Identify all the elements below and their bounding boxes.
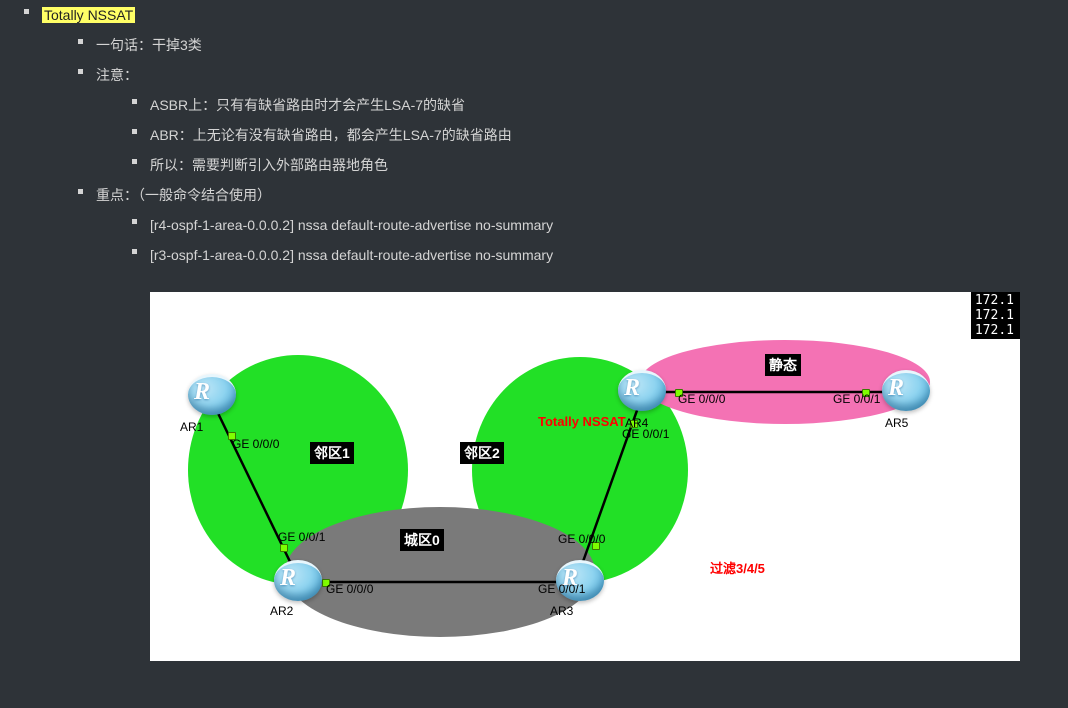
interface-label: GE 0/0/0 <box>678 392 725 406</box>
area-label: 邻区2 <box>460 442 504 464</box>
area-label: 邻区1 <box>310 442 354 464</box>
item-key-header: 重点：（一般命令结合使用） <box>78 180 1068 210</box>
router-ar2: R <box>274 560 322 601</box>
interface-label: GE 0/0/0 <box>326 582 373 596</box>
interface-label: GE 0/0/0 <box>232 437 279 451</box>
item-cmd-r3: [r3-ospf-1-area-0.0.0.2] nssa default-ro… <box>132 240 1068 270</box>
network-diagram: 172.1 172.1 172.1 邻区1 邻区2 城区0 静态 R AR1 R AR2 R AR… <box>150 292 1020 661</box>
item-summary: 一句话：干掉3类 <box>78 30 1068 60</box>
interface-label: GE 0/0/0 <box>558 532 605 546</box>
item-note-so: 所以：需要判断引入外部路由器地角色 <box>132 150 1068 180</box>
router-label-ar1: AR1 <box>180 420 203 434</box>
item-cmd-r4: [r4-ospf-1-area-0.0.0.2] nssa default-ro… <box>132 210 1068 240</box>
terminal-output: 172.1 172.1 172.1 <box>971 292 1020 339</box>
router-ar5: R <box>882 370 930 411</box>
watermark: https://blog.csdn.net/qq_42752470 <box>813 642 1013 657</box>
link-endpoint <box>280 544 288 552</box>
area-label: 城区0 <box>400 529 444 551</box>
annotation: Totally NSSAT <box>538 414 626 429</box>
router-ar1: R <box>188 374 236 415</box>
router-label-ar3: AR3 <box>550 604 573 618</box>
title-highlight: Totally NSSAT <box>42 7 135 23</box>
router-ar4: R <box>618 370 666 411</box>
item-title: Totally NSSAT <box>24 0 1068 30</box>
interface-label: GE 0/0/1 <box>278 530 325 544</box>
item-note-header: 注意： <box>78 60 1068 90</box>
area-label: 静态 <box>765 354 801 376</box>
annotation: 过滤3/4/5 <box>710 558 765 577</box>
router-label-ar5: AR5 <box>885 416 908 430</box>
interface-label: GE 0/0/1 <box>538 582 585 596</box>
item-note-asbr: ASBR上：只有有缺省路由时才会产生LSA-7的缺省 <box>132 90 1068 120</box>
router-label-ar2: AR2 <box>270 604 293 618</box>
item-note-abr: ABR：上无论有没有缺省路由，都会产生LSA-7的缺省路由 <box>132 120 1068 150</box>
interface-label: GE 0/0/1 <box>622 427 669 441</box>
interface-label: GE 0/0/1 <box>833 392 880 406</box>
